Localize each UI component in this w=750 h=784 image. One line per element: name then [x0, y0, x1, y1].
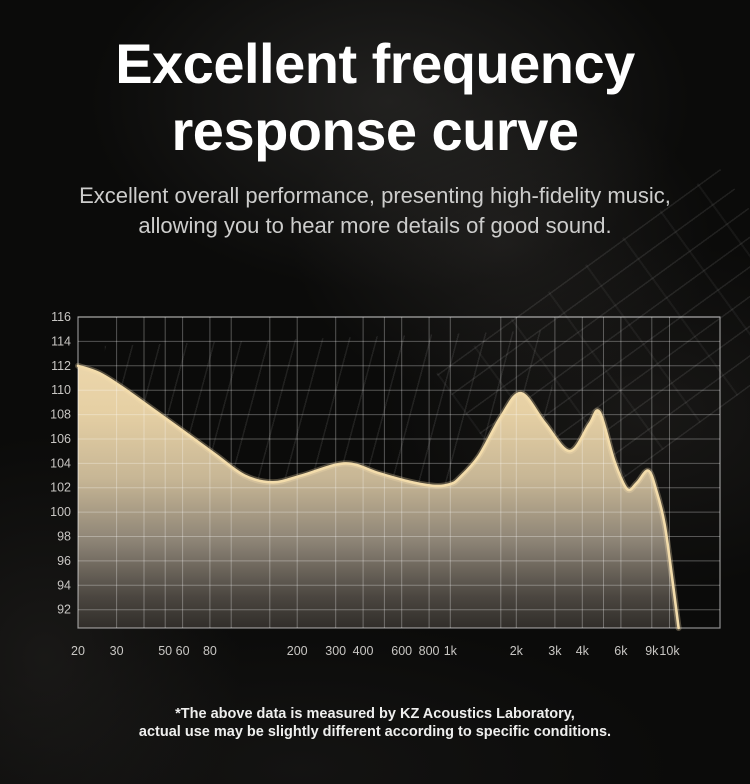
x-tick-label: 20 [71, 644, 85, 658]
x-tick-label: 4k [576, 644, 590, 658]
y-axis-tick-labels: 116 114 112 110 108 106 104 102 100 98 96 94 92 [50, 310, 71, 617]
subtitle-line-1: Excellent overall performance, presentin… [79, 183, 671, 208]
x-tick-label: 80 [203, 644, 217, 658]
x-tick-label: 9k [645, 644, 659, 658]
chart-curve-line [76, 364, 680, 630]
disclaimer-note: *The above data is measured by KZ Acoust… [0, 705, 750, 741]
page-subtitle: Excellent overall performance, presentin… [0, 181, 750, 241]
page-title: Excellent frequency response curve [0, 30, 750, 164]
title-line-1: Excellent frequency [115, 32, 635, 95]
x-tick-label: 50 [158, 644, 172, 658]
chart-area-fill [78, 365, 679, 628]
x-axis-tick-labels: 20 30 50 60 80 200 300 400 600 800 1k 2k 3k 4k 6k 9k 10k [71, 644, 680, 658]
y-tick-label: 110 [51, 383, 71, 397]
y-tick-label: 114 [51, 334, 71, 348]
x-tick-label: 3k [548, 644, 562, 658]
subtitle-line-2: allowing you to hear more details of goo… [138, 213, 612, 238]
y-tick-label: 96 [57, 554, 71, 568]
x-tick-label: 2k [510, 644, 524, 658]
x-tick-label: 200 [287, 644, 308, 658]
disclaimer-line-1: *The above data is measured by KZ Acoust… [175, 706, 575, 722]
y-tick-label: 112 [51, 359, 71, 373]
x-tick-label: 60 [176, 644, 190, 658]
title-line-2: response curve [171, 99, 579, 162]
x-tick-label: 800 [419, 644, 440, 658]
y-tick-label: 92 [57, 603, 71, 617]
x-tick-label: 400 [353, 644, 374, 658]
x-tick-label: 600 [391, 644, 412, 658]
y-tick-label: 106 [50, 432, 71, 446]
x-tick-label: 10k [659, 644, 680, 658]
y-tick-label: 102 [50, 481, 71, 495]
y-tick-label: 104 [50, 456, 71, 470]
x-tick-label: 300 [325, 644, 346, 658]
y-tick-label: 100 [50, 505, 71, 519]
y-tick-label: 98 [57, 530, 71, 544]
y-tick-label: 108 [50, 408, 71, 422]
y-tick-label: 94 [57, 578, 71, 592]
x-tick-label: 1k [444, 644, 458, 658]
y-tick-label: 116 [51, 310, 71, 324]
chart-frame [77, 316, 721, 629]
chart-gridlines [78, 316, 720, 628]
x-tick-label: 6k [614, 644, 628, 658]
disclaimer-line-2: actual use may be slightly different acc… [138, 724, 612, 740]
x-tick-label: 30 [110, 644, 124, 658]
